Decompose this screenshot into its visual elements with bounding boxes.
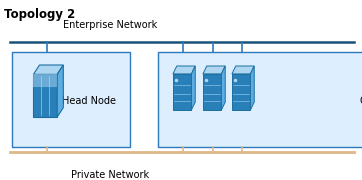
Polygon shape (232, 66, 254, 74)
Text: Compute Nodes: Compute Nodes (360, 96, 362, 106)
Polygon shape (232, 74, 251, 110)
FancyBboxPatch shape (158, 52, 362, 147)
Polygon shape (251, 66, 254, 110)
Polygon shape (173, 74, 191, 110)
Polygon shape (173, 66, 195, 74)
FancyBboxPatch shape (12, 52, 130, 147)
Text: Head Node: Head Node (62, 96, 116, 106)
Polygon shape (203, 74, 222, 110)
Polygon shape (33, 74, 57, 117)
Polygon shape (33, 74, 57, 87)
Text: Topology 2: Topology 2 (4, 8, 75, 21)
Polygon shape (203, 66, 225, 74)
Polygon shape (222, 66, 225, 110)
Text: Private Network: Private Network (71, 170, 149, 180)
Polygon shape (33, 65, 63, 74)
Polygon shape (191, 66, 195, 110)
Text: Enterprise Network: Enterprise Network (63, 20, 157, 30)
Polygon shape (57, 65, 63, 117)
